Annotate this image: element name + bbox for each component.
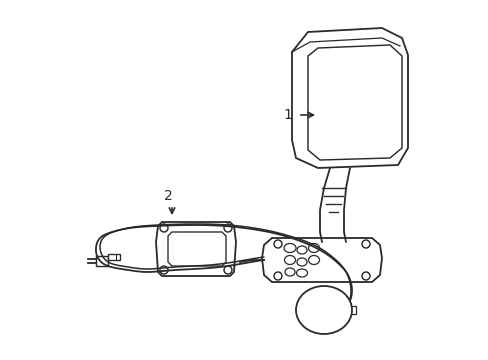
Polygon shape	[156, 222, 236, 276]
Circle shape	[224, 266, 231, 274]
Ellipse shape	[295, 286, 351, 334]
Ellipse shape	[308, 243, 319, 252]
Circle shape	[160, 224, 168, 232]
Ellipse shape	[284, 256, 295, 265]
Circle shape	[273, 240, 282, 248]
Ellipse shape	[296, 258, 306, 266]
Polygon shape	[307, 45, 401, 160]
Ellipse shape	[296, 246, 306, 254]
Polygon shape	[262, 238, 381, 282]
Circle shape	[361, 272, 369, 280]
Ellipse shape	[308, 256, 319, 265]
Polygon shape	[96, 256, 108, 266]
Circle shape	[273, 272, 282, 280]
Circle shape	[224, 224, 231, 232]
Ellipse shape	[284, 243, 295, 252]
Circle shape	[160, 266, 168, 274]
Ellipse shape	[296, 269, 307, 277]
Text: 1: 1	[283, 108, 292, 122]
Circle shape	[361, 240, 369, 248]
Polygon shape	[291, 28, 407, 168]
Polygon shape	[108, 254, 120, 260]
Polygon shape	[168, 232, 225, 266]
Ellipse shape	[285, 268, 294, 276]
Text: 2: 2	[163, 189, 172, 203]
Polygon shape	[347, 306, 355, 314]
